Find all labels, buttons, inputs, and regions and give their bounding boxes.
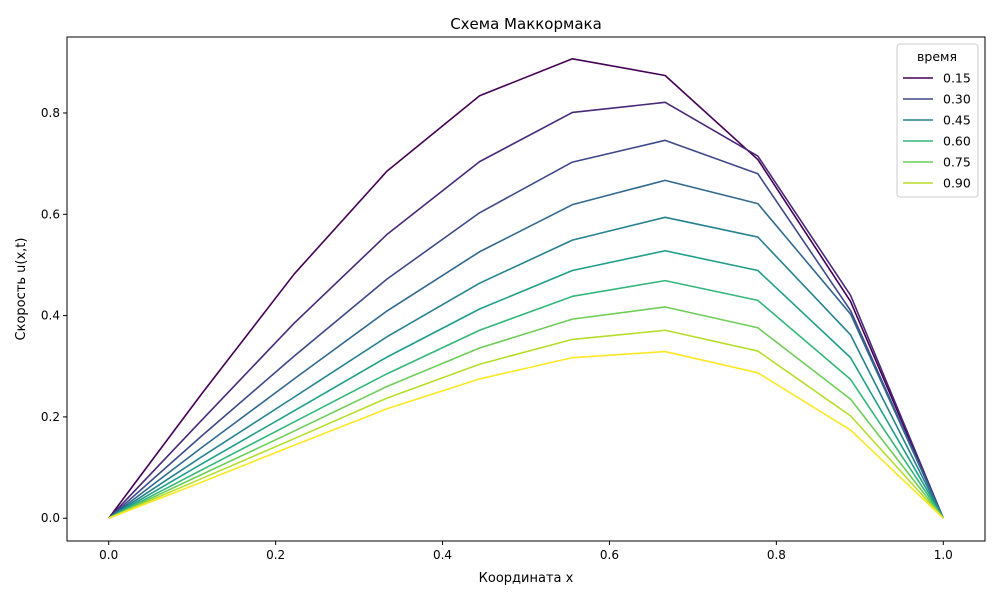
series-line-4 [108, 179, 944, 519]
y-tick-label: 0.0 [41, 511, 60, 525]
legend-box [896, 43, 979, 198]
chart-title: Схема Маккормака [450, 15, 602, 33]
x-tick-label: 0.0 [99, 548, 118, 562]
legend-title: время [917, 49, 957, 64]
y-tick-label: 0.6 [41, 207, 60, 221]
x-tick-label: 0.4 [433, 548, 452, 562]
series-line-6 [108, 249, 944, 519]
x-axis-ticks: 0.0 0.2 0.4 0.6 0.8 1.0 [99, 541, 953, 562]
series-line-8 [108, 306, 944, 519]
series-line-10 [108, 350, 944, 519]
legend-items: 0.15 0.30 0.45 0.60 0.75 0.90 [903, 71, 971, 191]
x-tick-label: 0.2 [266, 548, 285, 562]
series-line-1 [108, 57, 945, 519]
x-axis-label: Координата x [479, 571, 574, 586]
axes-frame [66, 36, 986, 542]
legend: время 0.15 0.30 0.45 0.60 0.75 0.90 [896, 43, 979, 198]
y-tick-label: 0.2 [41, 410, 60, 424]
series-line-2 [108, 101, 945, 519]
legend-label: 0.30 [943, 92, 971, 107]
legend-label: 0.75 [943, 155, 971, 170]
series-line-3 [108, 139, 945, 519]
x-tick-label: 0.6 [600, 548, 619, 562]
legend-label: 0.45 [943, 113, 971, 128]
x-tick-label: 1.0 [934, 548, 953, 562]
legend-label: 0.60 [943, 134, 971, 149]
y-axis-ticks: 0.0 0.2 0.4 0.6 0.8 [41, 106, 67, 525]
series-line-5 [108, 216, 944, 519]
y-axis-label: Скорость u(x,t) [14, 238, 29, 341]
y-tick-label: 0.4 [41, 309, 60, 323]
legend-label: 0.90 [943, 176, 971, 191]
series-line-9 [108, 329, 944, 519]
series-line-7 [108, 279, 944, 519]
x-tick-label: 0.8 [767, 548, 786, 562]
legend-label: 0.15 [943, 71, 971, 86]
series-layer [108, 57, 945, 519]
y-tick-label: 0.8 [41, 106, 60, 120]
